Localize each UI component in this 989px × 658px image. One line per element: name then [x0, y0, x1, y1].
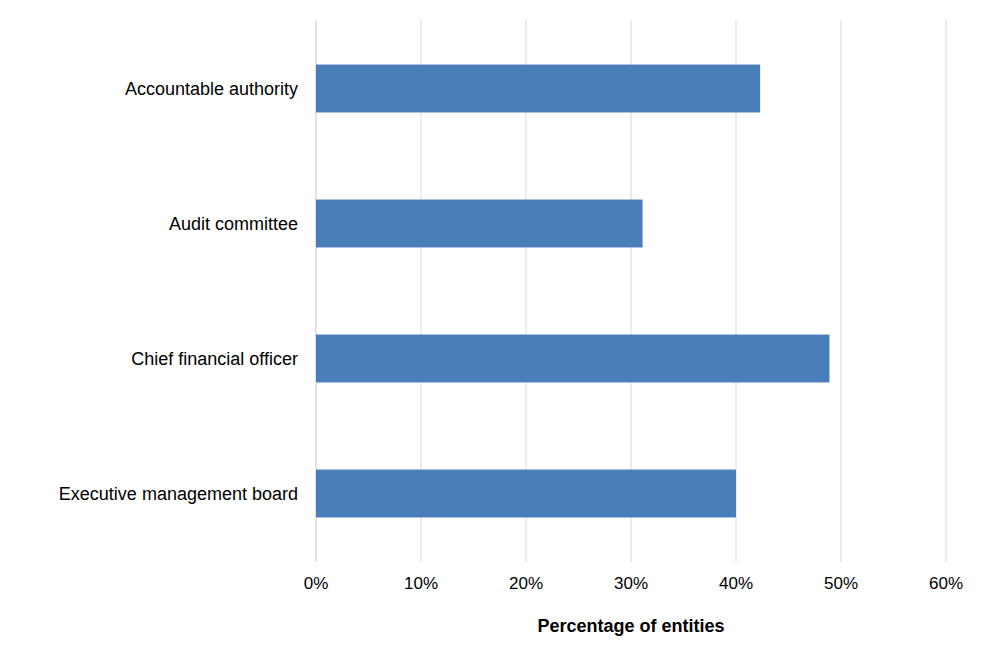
- tick-label: 10%: [404, 574, 438, 593]
- bar: [316, 65, 760, 113]
- tick-label: 30%: [614, 574, 648, 593]
- category-label: Audit committee: [169, 214, 298, 234]
- grid-line: [841, 20, 842, 562]
- tick-label: 60%: [929, 574, 963, 593]
- tick-label: 20%: [509, 574, 543, 593]
- tick-label: 50%: [824, 574, 858, 593]
- axis-title: Percentage of entities: [537, 616, 724, 636]
- tick-label: 40%: [719, 574, 753, 593]
- grid-line: [946, 20, 947, 562]
- chart-container: 0% 10% 20% 30% 40% 50% 60% Accountable authorit…: [0, 0, 989, 658]
- bar: [316, 200, 643, 248]
- category-label: Chief financial officer: [131, 349, 298, 369]
- tick-label: 0%: [304, 574, 329, 593]
- chart-svg: 0% 10% 20% 30% 40% 50% 60% Accountable authorit…: [0, 0, 989, 658]
- category-label: Executive management board: [59, 484, 298, 504]
- category-label: Accountable authority: [125, 79, 298, 99]
- bar: [316, 335, 829, 383]
- bars: [316, 65, 829, 518]
- bar: [316, 470, 736, 518]
